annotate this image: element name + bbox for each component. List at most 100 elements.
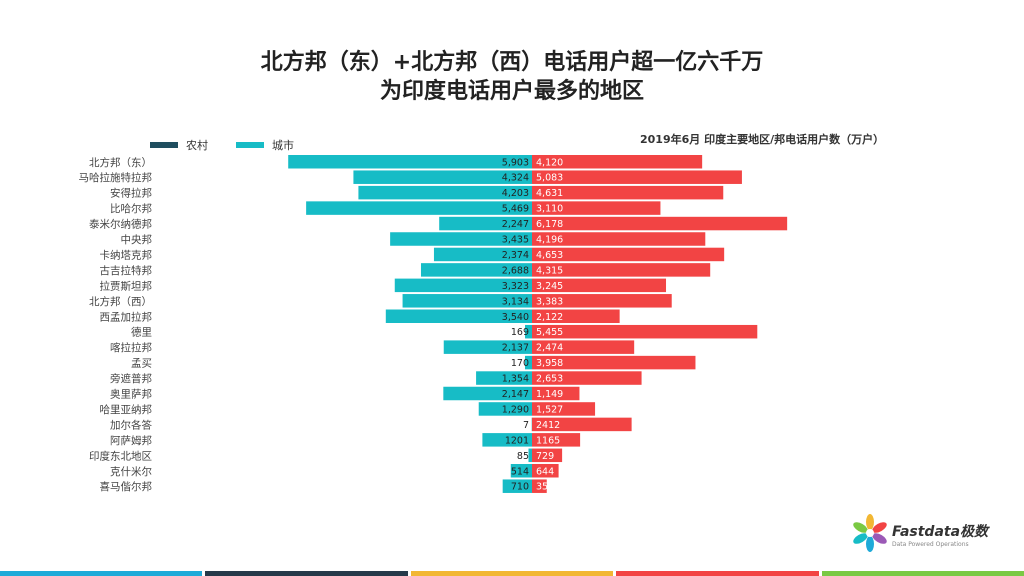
data-label-urban: 4,324: [502, 173, 529, 184]
bar-urban: [402, 294, 532, 308]
category-label: 孟买: [131, 358, 152, 370]
legend-item-urban: 城市: [236, 137, 294, 153]
category-label: 泰米尔纳德邦: [89, 218, 152, 231]
bar-rural: [532, 294, 672, 308]
data-label-urban: 1201: [505, 435, 529, 446]
category-label: 克什米尔: [110, 465, 152, 478]
data-label-urban: 3,435: [502, 235, 529, 246]
legend-swatch-rural: [150, 142, 178, 148]
bar-urban: [476, 371, 532, 385]
bar-urban: [443, 340, 532, 354]
bar-urban: [531, 417, 533, 432]
data-label-rural: 4,653: [536, 250, 563, 261]
bar-rural: [532, 386, 580, 401]
legend-swatch-urban: [236, 142, 264, 148]
data-label-urban: 710: [511, 482, 529, 493]
bar-urban: [420, 263, 532, 277]
bar-rural: [532, 155, 703, 169]
brand-tagline: Data Powered Operations: [892, 541, 969, 548]
data-label-rural: 6,178: [536, 219, 563, 230]
bar-urban: [306, 201, 532, 215]
data-label-rural: 5,083: [536, 173, 563, 184]
data-label-rural: 357: [536, 482, 554, 493]
category-label: 古吉拉特邦: [100, 264, 153, 277]
data-label-urban: 3,323: [502, 281, 529, 292]
bar-urban: [394, 278, 532, 293]
bar-urban: [288, 155, 532, 169]
bar-rural: [532, 309, 620, 323]
data-label-rural: 4,631: [536, 188, 563, 199]
data-label-urban: 5,469: [502, 204, 529, 215]
data-label-urban: 4,203: [502, 188, 529, 199]
data-label-urban: 1,290: [502, 404, 529, 415]
brand-name: Fastdata极数: [892, 524, 989, 540]
data-label-rural: 644: [536, 466, 554, 477]
category-label: 加尔各答: [110, 418, 152, 431]
bar-rural: [532, 402, 596, 416]
bar-urban: [510, 464, 532, 478]
chart-title: 北方邦（东）+北方邦（西）电话用户超一亿六千万 为印度电话用户最多的地区: [0, 48, 1024, 106]
bar-rural: [532, 232, 706, 246]
data-label-urban: 7: [523, 420, 529, 431]
data-label-rural: 2,474: [536, 343, 563, 354]
category-label: 卡纳塔克邦: [100, 248, 153, 261]
category-label: 比哈尔邦: [110, 202, 152, 215]
data-label-rural: 3,110: [536, 204, 563, 215]
data-label-urban: 1,354: [502, 374, 529, 385]
footer-stripe: [410, 571, 614, 576]
footer-stripe: [0, 571, 203, 576]
data-label-rural: 4,120: [536, 157, 563, 168]
flower-icon: [853, 514, 887, 552]
category-label: 旁遮普邦: [110, 372, 152, 385]
data-label-urban: 2,247: [502, 219, 529, 230]
legend-item-rural: 农村: [150, 137, 208, 153]
bar-rural: [532, 464, 559, 478]
category-label: 喀拉拉邦: [110, 341, 152, 354]
bar-rural: [532, 263, 711, 277]
bar-rural: [532, 448, 563, 463]
data-label-urban: 2,137: [502, 343, 529, 354]
data-label-urban: 169: [511, 327, 529, 338]
bar-rural: [532, 355, 696, 370]
data-label-rural: 2,653: [536, 374, 563, 385]
data-label-rural: 3,245: [536, 281, 563, 292]
bar-urban: [433, 247, 532, 262]
category-label: 奥里萨邦: [110, 388, 152, 401]
category-label: 西孟加拉邦: [100, 310, 153, 323]
data-label-rural: 3,958: [536, 358, 563, 369]
bar-rural: [532, 278, 667, 293]
data-label-rural: 1165: [536, 435, 560, 446]
bar-rural: [532, 247, 725, 262]
category-label: 喜马偕尔邦: [100, 480, 153, 493]
bar-urban: [525, 324, 532, 339]
bar-rural: [532, 201, 661, 215]
bar-rural: [532, 479, 547, 493]
bar-urban: [524, 355, 532, 370]
data-label-urban: 3,540: [502, 312, 529, 323]
bar-urban: [353, 170, 532, 184]
bar-urban: [502, 479, 532, 493]
bar-rural: [532, 433, 581, 447]
data-label-rural: 1,527: [536, 404, 563, 415]
data-label-rural: 4,315: [536, 265, 563, 276]
bar-urban: [482, 433, 532, 447]
bar-urban: [528, 448, 532, 463]
chart-subtitle: 2019年6月 印度主要地区/邦电话用户数（万户）: [640, 133, 885, 146]
footer-stripe: [616, 571, 819, 576]
data-label-urban: 514: [511, 466, 529, 477]
data-label-urban: 5,903: [502, 157, 529, 168]
footer-stripes: [0, 571, 1024, 576]
data-label-rural: 5,455: [536, 327, 563, 338]
data-label-urban: 2,147: [502, 389, 529, 400]
bar-urban: [385, 309, 532, 323]
category-label: 拉贾斯坦邦: [100, 279, 153, 292]
bar-urban: [358, 185, 532, 200]
chart-title-line2: 为印度电话用户最多的地区: [379, 79, 644, 104]
data-label-rural: 3,383: [536, 296, 563, 307]
brand-logo: Fastdata极数 Data Powered Operations: [850, 513, 1020, 553]
bar-rural: [532, 216, 788, 231]
data-label-urban: 2,374: [502, 250, 529, 261]
footer-stripe: [205, 571, 408, 576]
data-label-urban: 3,134: [502, 296, 529, 307]
